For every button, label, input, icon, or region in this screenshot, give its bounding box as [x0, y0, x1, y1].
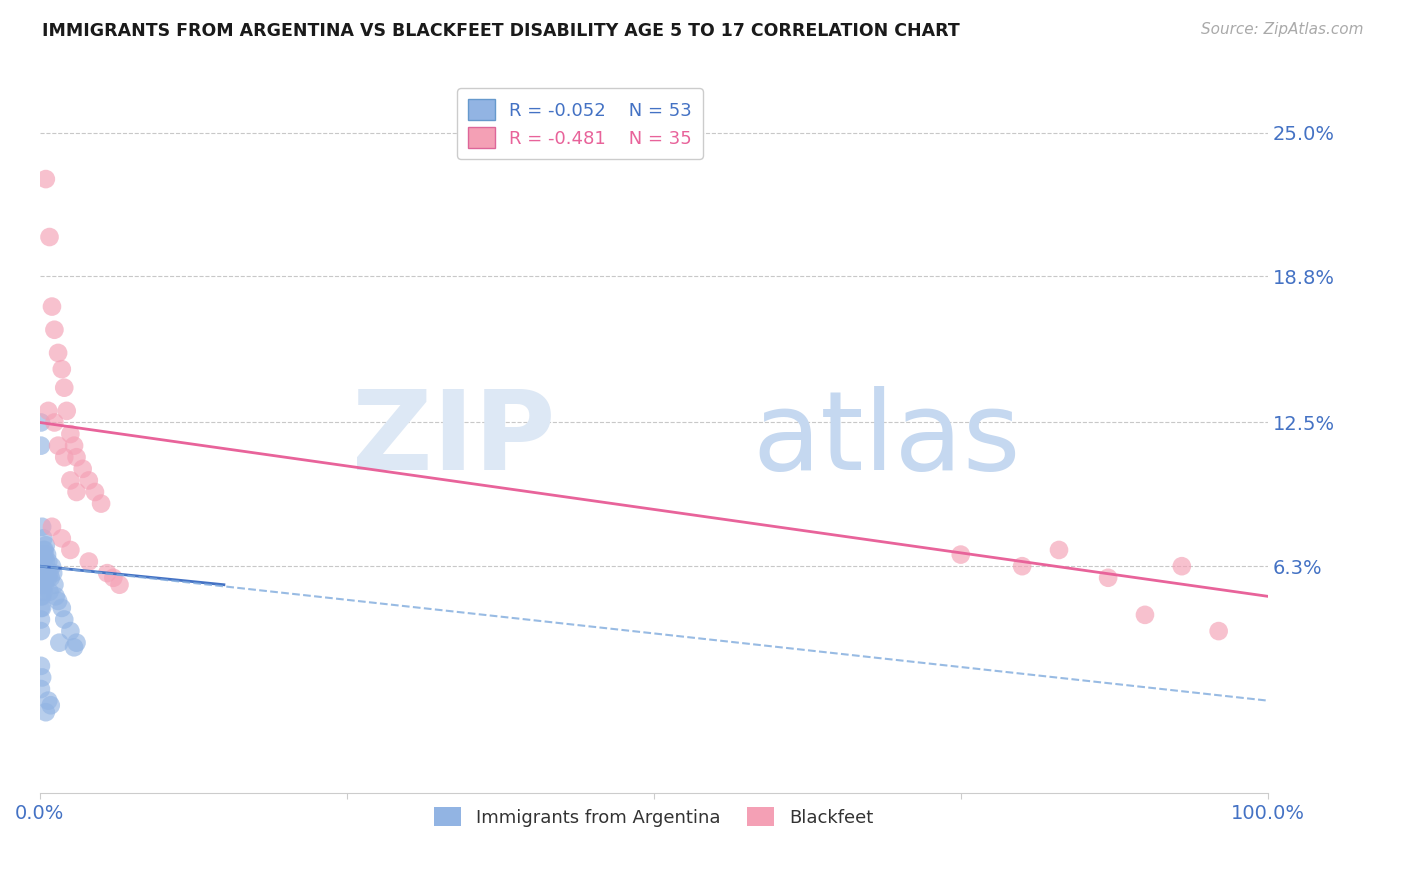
Point — [48, 635, 70, 649]
Point — [53, 381, 76, 395]
Point — [35, 705, 58, 719]
Point — [1133, 607, 1156, 622]
Point — [72, 462, 94, 476]
Text: Source: ZipAtlas.com: Source: ZipAtlas.com — [1201, 22, 1364, 37]
Point — [30, 571, 52, 585]
Point — [41, 300, 63, 314]
Point — [65, 450, 87, 465]
Point — [37, 571, 59, 585]
Point — [77, 474, 100, 488]
Point — [1208, 624, 1230, 638]
Point — [30, 681, 52, 696]
Point — [39, 698, 62, 713]
Point — [44, 578, 66, 592]
Point — [38, 230, 60, 244]
Point — [53, 450, 76, 465]
Point — [1171, 559, 1194, 574]
Point — [30, 578, 52, 592]
Point — [30, 416, 52, 430]
Point — [59, 543, 82, 558]
Point — [35, 555, 58, 569]
Point — [37, 404, 59, 418]
Point — [30, 439, 52, 453]
Point — [41, 520, 63, 534]
Point — [1047, 543, 1070, 558]
Point — [42, 566, 65, 581]
Point — [34, 548, 56, 562]
Point — [59, 427, 82, 442]
Text: atlas: atlas — [752, 386, 1021, 493]
Point — [32, 532, 55, 546]
Point — [32, 543, 55, 558]
Point — [90, 497, 112, 511]
Point — [30, 613, 52, 627]
Point — [34, 543, 56, 558]
Point — [31, 670, 53, 684]
Point — [63, 640, 86, 655]
Point — [37, 693, 59, 707]
Point — [41, 559, 63, 574]
Point — [35, 566, 58, 581]
Point — [44, 416, 66, 430]
Point — [32, 571, 55, 585]
Point — [31, 520, 53, 534]
Point — [31, 601, 53, 615]
Point — [108, 578, 131, 592]
Point — [1097, 571, 1119, 585]
Point — [30, 566, 52, 581]
Point — [65, 635, 87, 649]
Point — [35, 538, 58, 552]
Point — [30, 590, 52, 604]
Point — [45, 590, 67, 604]
Point — [59, 474, 82, 488]
Point — [63, 439, 86, 453]
Text: IMMIGRANTS FROM ARGENTINA VS BLACKFEET DISABILITY AGE 5 TO 17 CORRELATION CHART: IMMIGRANTS FROM ARGENTINA VS BLACKFEET D… — [42, 22, 960, 40]
Point — [30, 624, 52, 638]
Point — [30, 559, 52, 574]
Point — [30, 601, 52, 615]
Point — [31, 578, 53, 592]
Point — [65, 485, 87, 500]
Point — [949, 548, 972, 562]
Point — [51, 601, 73, 615]
Point — [31, 559, 53, 574]
Point — [51, 532, 73, 546]
Point — [31, 548, 53, 562]
Point — [34, 561, 56, 575]
Point — [31, 590, 53, 604]
Point — [38, 584, 60, 599]
Point — [30, 658, 52, 673]
Point — [53, 613, 76, 627]
Point — [35, 172, 58, 186]
Point — [96, 566, 118, 581]
Point — [35, 571, 58, 585]
Point — [59, 624, 82, 638]
Point — [44, 323, 66, 337]
Point — [46, 439, 69, 453]
Point — [84, 485, 107, 500]
Point — [39, 571, 62, 585]
Point — [77, 555, 100, 569]
Point — [35, 548, 58, 562]
Text: ZIP: ZIP — [352, 386, 555, 493]
Point — [46, 346, 69, 360]
Point — [103, 571, 125, 585]
Point — [46, 594, 69, 608]
Point — [32, 584, 55, 599]
Point — [55, 404, 77, 418]
Point — [32, 555, 55, 569]
Legend: Immigrants from Argentina, Blackfeet: Immigrants from Argentina, Blackfeet — [427, 800, 880, 834]
Point — [51, 362, 73, 376]
Point — [37, 555, 59, 569]
Point — [31, 566, 53, 581]
Point — [1011, 559, 1033, 574]
Point — [38, 566, 60, 581]
Point — [34, 578, 56, 592]
